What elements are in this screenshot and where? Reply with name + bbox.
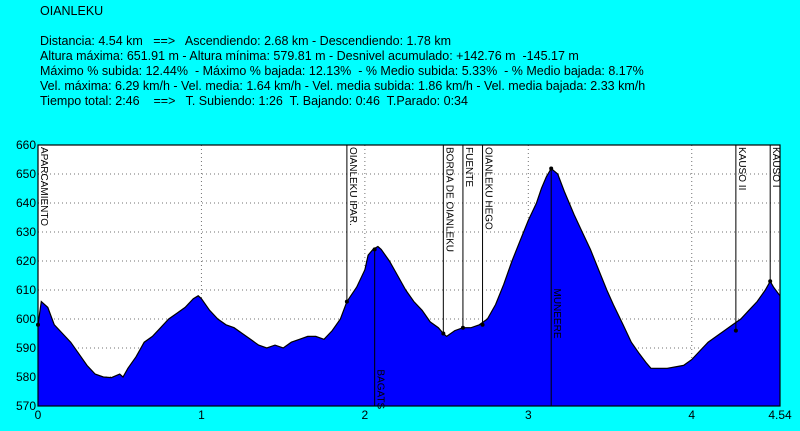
- x-tick-label: 4: [688, 408, 695, 422]
- y-tick-label: 580: [16, 370, 36, 384]
- waypoint-dot: [372, 247, 377, 252]
- waypoint-label: BORDA DE OIANLEKU: [443, 147, 454, 252]
- y-tick-label: 630: [16, 225, 36, 239]
- waypoint-dot: [768, 279, 773, 284]
- waypoint-label: FUENTE: [463, 147, 474, 187]
- x-tick-label: 3: [525, 408, 532, 422]
- elevation-line: [37, 167, 781, 379]
- stats-distance: Distancia: 4.54 km ==> Ascendiendo: 2.68…: [40, 34, 451, 48]
- waypoint-label: MUNEERE: [551, 288, 562, 338]
- x-tick-label: 0: [35, 408, 42, 422]
- y-tick-label: 640: [16, 196, 36, 210]
- stats-slope: Máximo % subida: 12.44% - Máximo % bajad…: [40, 64, 644, 78]
- y-tick-label: 600: [16, 312, 36, 326]
- plot-frame: [37, 144, 781, 407]
- waypoint-dot: [344, 299, 349, 304]
- x-tick-label: 1: [198, 408, 205, 422]
- waypoint-dot: [480, 322, 485, 327]
- waypoint-dot: [441, 331, 446, 336]
- waypoint-label: APARCAMIENTO: [38, 147, 49, 226]
- y-tick-label: 590: [16, 341, 36, 355]
- waypoint-label: OIANLEKU HEGO: [483, 147, 494, 230]
- waypoint-dot: [460, 325, 465, 330]
- waypoint-label: BAGATS: [375, 369, 386, 409]
- x-tick-label: 4.54: [768, 408, 792, 422]
- y-tick-label: 620: [16, 254, 36, 268]
- waypoint-dot: [549, 166, 554, 171]
- elevation-area: [38, 168, 780, 406]
- stats-speed: Vel. máxima: 6.29 km/h - Vel. media: 1.6…: [40, 79, 646, 93]
- stats-time: Tiempo total: 2:46 ==> T. Subiendo: 1:26…: [40, 94, 468, 108]
- waypoint-label: KAUSO I: [770, 147, 781, 188]
- y-tick-label: 570: [16, 399, 36, 413]
- waypoint-dot: [733, 328, 738, 333]
- route-title: OIANLEKU: [40, 4, 104, 18]
- waypoint-label: KAUSO II: [736, 147, 747, 190]
- y-tick-label: 660: [16, 138, 36, 152]
- waypoint-label: OIANLEKU IPAR.: [347, 147, 358, 226]
- y-tick-label: 610: [16, 283, 36, 297]
- stats-altitude: Altura máxima: 651.91 m - Altura mínima:…: [40, 49, 579, 63]
- x-tick-label: 2: [362, 408, 369, 422]
- y-tick-label: 650: [16, 167, 36, 181]
